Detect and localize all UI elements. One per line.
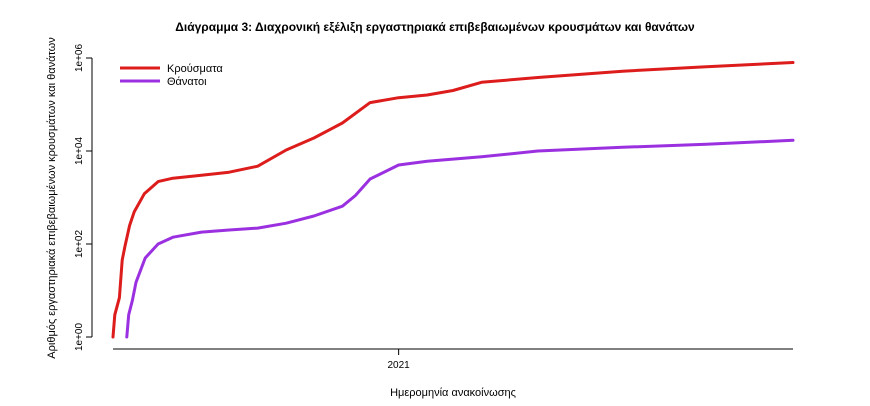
y-axis-label: Αριθμός εργαστηριακά επιβεβαιωμένων κρου… <box>46 37 58 359</box>
x-axis-label: Ημερομηνία ανακοίνωσης <box>390 387 516 399</box>
y-axis: 1e+00 1e+02 1e+04 1e+06 <box>74 44 93 352</box>
legend-label-0: Κρούσματα <box>167 63 223 75</box>
legend-label-1: Θάνατοι <box>167 76 207 88</box>
y-tick-label: 1e+04 <box>74 137 85 166</box>
series-line-1 <box>125 138 795 339</box>
y-tick-label: 1e+06 <box>74 44 85 73</box>
y-tick-label: 1e+02 <box>74 230 85 259</box>
x-tick-label: 2021 <box>388 360 411 371</box>
series-line-0 <box>111 61 795 339</box>
x-axis: 2021 <box>113 348 793 371</box>
series-layer <box>111 61 795 339</box>
y-tick-label: 1e+00 <box>74 323 85 352</box>
chart-title: Διάγραμμα 3: Διαχρονική εξέλιξη εργαστηρ… <box>175 20 695 34</box>
